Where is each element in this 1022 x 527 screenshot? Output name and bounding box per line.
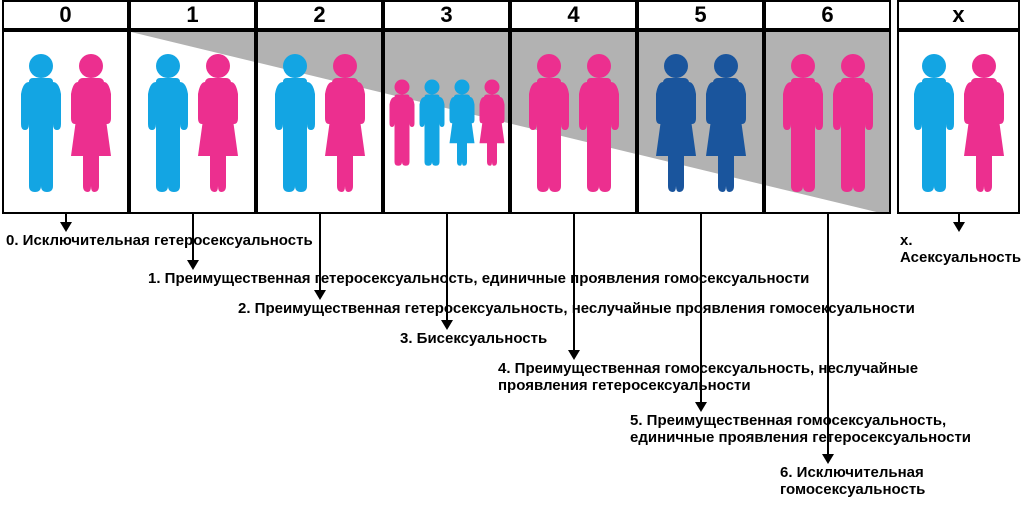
body-cell-6 <box>764 30 891 214</box>
body-cell-x <box>897 30 1020 214</box>
header-cell-6: 6 <box>764 0 891 30</box>
male-figure-icon <box>271 52 319 192</box>
male-figure-icon <box>387 62 417 182</box>
male-figure-icon <box>779 52 827 192</box>
caption-c3: 3. Бисексуальность <box>400 330 547 347</box>
body-strip <box>2 30 1020 214</box>
female-figure-icon <box>321 52 369 192</box>
male-figure-icon <box>144 52 192 192</box>
leader-line-c4 <box>573 214 575 352</box>
male-figure-icon <box>910 52 958 192</box>
header-strip: 0123456x <box>2 0 1020 30</box>
male-figure-icon <box>829 52 877 192</box>
female-figure-icon <box>477 62 507 182</box>
arrowhead-icon <box>953 222 965 232</box>
arrowhead-icon <box>695 402 707 412</box>
female-figure-icon <box>960 52 1008 192</box>
header-cell-0: 0 <box>2 0 129 30</box>
body-cell-5 <box>637 30 764 214</box>
figures-6 <box>779 52 877 192</box>
caption-c0: 0. Исключительная гетеросексуальность <box>6 232 313 249</box>
female-figure-icon <box>702 52 750 192</box>
female-figure-icon <box>447 62 477 182</box>
leader-line-c2 <box>319 214 321 292</box>
kinsey-scale-diagram: 0123456x <box>0 0 1022 527</box>
male-figure-icon <box>575 52 623 192</box>
female-figure-icon <box>652 52 700 192</box>
caption-c1: 1. Преимущественная гетеросексуальность,… <box>148 270 809 287</box>
caption-c5: 5. Преимущественная гомосексуальность, е… <box>630 412 971 446</box>
header-cell-1: 1 <box>129 0 256 30</box>
body-cell-4 <box>510 30 637 214</box>
leader-line-c6 <box>827 214 829 456</box>
body-cell-3 <box>383 30 510 214</box>
male-figure-icon <box>417 62 447 182</box>
arrowhead-icon <box>822 454 834 464</box>
figures-1 <box>144 52 242 192</box>
male-figure-icon <box>525 52 573 192</box>
arrowhead-icon <box>314 290 326 300</box>
header-cell-x: x <box>897 0 1020 30</box>
figures-0 <box>17 52 115 192</box>
cells-row: 0123456x <box>2 0 1020 214</box>
male-figure-icon <box>17 52 65 192</box>
figures-4 <box>525 52 623 192</box>
caption-cx: x. Асексуальность <box>900 232 1018 266</box>
body-cell-1 <box>129 30 256 214</box>
body-cell-2 <box>256 30 383 214</box>
figures-5 <box>652 52 750 192</box>
header-cell-5: 5 <box>637 0 764 30</box>
header-cell-3: 3 <box>383 0 510 30</box>
caption-c6: 6. Исключительная гомосексуальность <box>780 464 925 498</box>
leader-line-c5 <box>700 214 702 404</box>
body-cell-0 <box>2 30 129 214</box>
header-cell-4: 4 <box>510 0 637 30</box>
female-figure-icon <box>194 52 242 192</box>
arrowhead-icon <box>60 222 72 232</box>
arrowhead-icon <box>187 260 199 270</box>
figures-x <box>910 52 1008 192</box>
caption-c2: 2. Преимущественная гетеросексуальность,… <box>238 300 915 317</box>
arrowhead-icon <box>568 350 580 360</box>
arrowhead-icon <box>441 320 453 330</box>
header-cell-2: 2 <box>256 0 383 30</box>
caption-c4: 4. Преимущественная гомосексуальность, н… <box>498 360 918 394</box>
figures-2 <box>271 52 369 192</box>
leader-line-c1 <box>192 214 194 262</box>
leader-line-c3 <box>446 214 448 322</box>
figures-3 <box>387 62 507 182</box>
female-figure-icon <box>67 52 115 192</box>
